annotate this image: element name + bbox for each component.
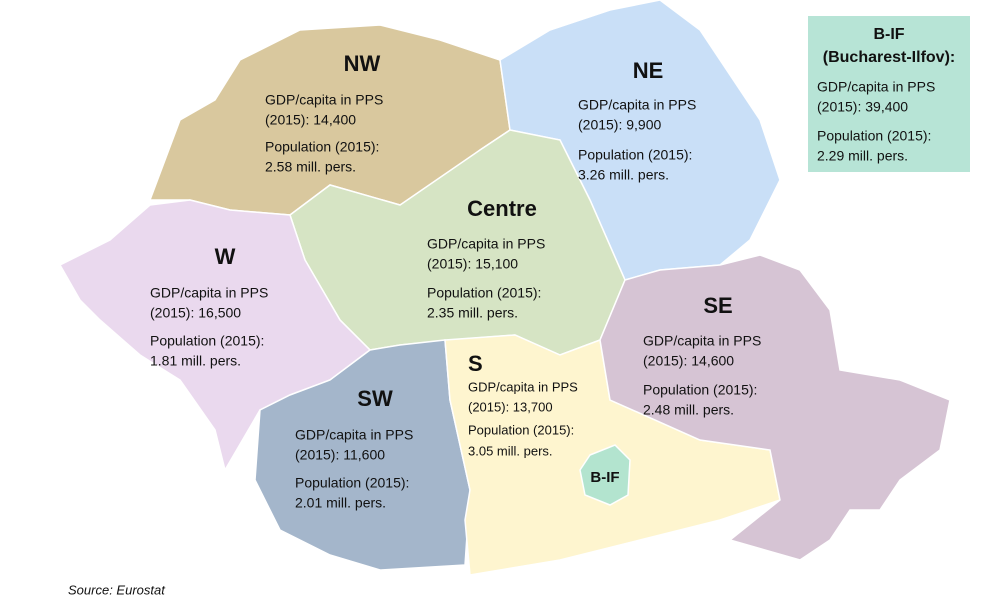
- region-info: GDP/capita in PPS: [150, 285, 268, 301]
- region-name: NE: [633, 58, 664, 83]
- region-info: (2015): 14,600: [643, 353, 734, 369]
- region-info: (2015): 14,400: [265, 112, 356, 128]
- region-info: 1.81 mill. pers.: [150, 353, 241, 369]
- region-info: Population (2015):: [427, 285, 541, 301]
- region-info: 2.48 mill. pers.: [643, 402, 734, 418]
- box-info: (2015): 39,400: [817, 99, 908, 115]
- box-title: (Bucharest-Ilfov):: [823, 49, 955, 66]
- box-title: B-IF: [873, 26, 904, 43]
- region-info: (2015): 9,900: [578, 117, 661, 133]
- box-info: Population (2015):: [817, 128, 931, 144]
- region-info: Population (2015):: [150, 333, 264, 349]
- source: Source: Eurostat: [68, 582, 166, 597]
- region-info: 2.58 mill. pers.: [265, 159, 356, 175]
- region-bif: [579, 444, 631, 506]
- region-info: GDP/capita in PPS: [265, 92, 383, 108]
- region-info: 3.26 mill. pers.: [578, 167, 669, 183]
- region-info: GDP/capita in PPS: [578, 97, 696, 113]
- region-name: SE: [703, 293, 732, 318]
- region-info: (2015): 13,700: [468, 399, 553, 414]
- box-info: GDP/capita in PPS: [817, 79, 935, 95]
- region-info: (2015): 16,500: [150, 305, 241, 321]
- region-info: Population (2015):: [643, 382, 757, 398]
- region-name: NW: [344, 51, 381, 76]
- region-info: 2.01 mill. pers.: [295, 495, 386, 511]
- region-info: GDP/capita in PPS: [468, 379, 578, 394]
- region-info: (2015): 15,100: [427, 256, 518, 272]
- region-info: Population (2015):: [265, 139, 379, 155]
- bucharest-box: [808, 16, 970, 172]
- region-name: W: [215, 244, 236, 269]
- region-info: GDP/capita in PPS: [427, 236, 545, 252]
- map-label: B-IF: [590, 469, 619, 486]
- region-name: Centre: [467, 196, 537, 221]
- region-name: S: [468, 351, 483, 376]
- region-info: 3.05 mill. pers.: [468, 443, 553, 458]
- region-name: SW: [357, 386, 393, 411]
- region-info: 2.35 mill. pers.: [427, 305, 518, 321]
- region-info: Population (2015):: [468, 422, 574, 437]
- region-info: (2015): 11,600: [295, 447, 385, 463]
- region-info: GDP/capita in PPS: [295, 427, 413, 443]
- region-info: GDP/capita in PPS: [643, 333, 761, 349]
- region-info: Population (2015):: [295, 475, 409, 491]
- region-se: [599, 254, 951, 561]
- box-info: 2.29 mill. pers.: [817, 148, 908, 164]
- region-info: Population (2015):: [578, 147, 692, 163]
